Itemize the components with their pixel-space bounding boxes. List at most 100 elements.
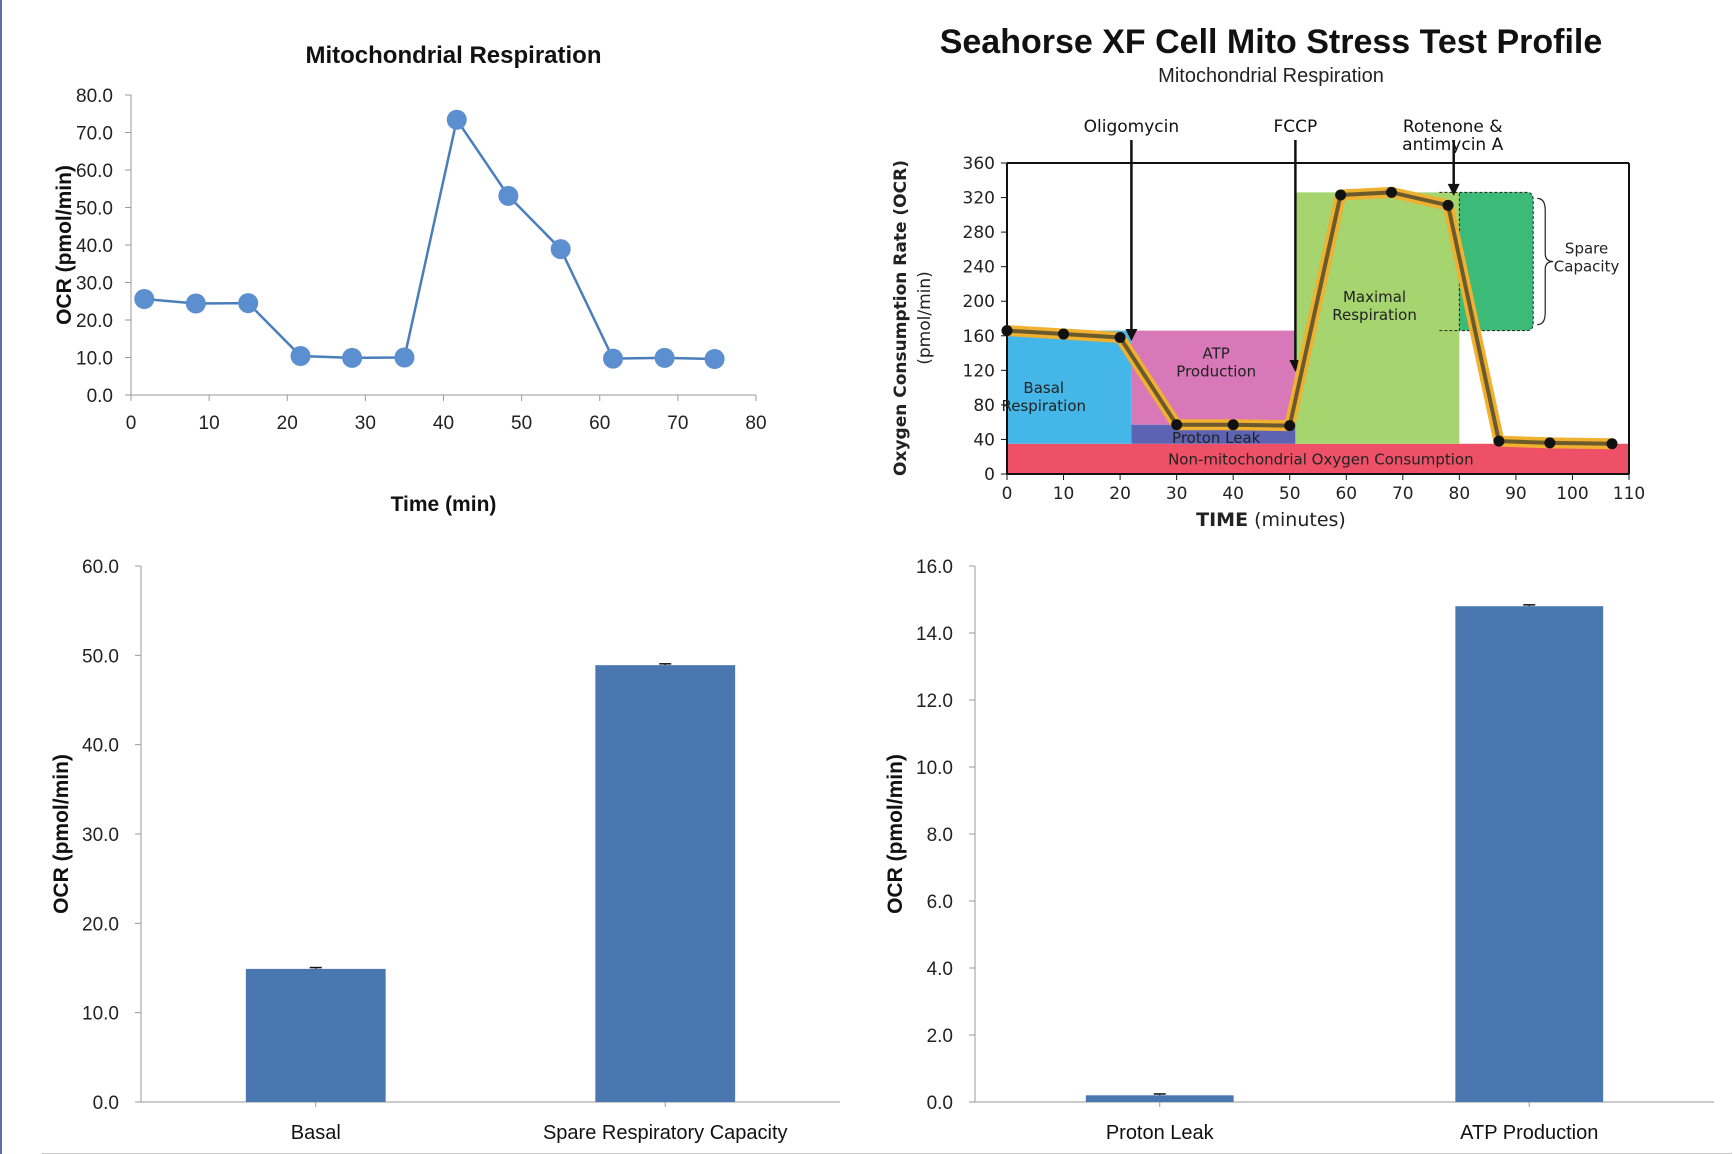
chart1-x-tick-label: 20 — [277, 413, 298, 434]
chart2-label-spare-line2: Capacity — [1554, 257, 1620, 275]
chart3-y-axis-title: OCR (pmol/min) — [50, 754, 73, 914]
chart2-label-basal-line2: Respiration — [1001, 397, 1086, 415]
chart2-subtitle: Mitochondrial Respiration — [1158, 65, 1384, 87]
chart2-x-tick-label: 0 — [1002, 484, 1013, 504]
chart1-data-point — [238, 293, 259, 314]
chart2-x-tick-label: 110 — [1613, 484, 1645, 504]
chart2-label-atp-line1: ATP — [1203, 344, 1230, 362]
chart2-data-point — [1171, 419, 1183, 431]
chart4-bar — [1085, 1095, 1234, 1102]
chart2-label-spare-line1: Spare — [1565, 239, 1608, 257]
chart1-data-point — [498, 185, 519, 206]
chart4-y-tick-label: 14.0 — [916, 624, 953, 645]
chart1-y-tick-label: 40.0 — [76, 236, 113, 257]
chart2-x-tick-label: 30 — [1166, 484, 1188, 504]
chart4-y-tick-label: 16.0 — [916, 557, 953, 578]
chart2-injection-label-fccp: FCCP — [1273, 117, 1317, 137]
chart2-x-tick-label: 40 — [1222, 484, 1244, 504]
chart1-x-tick-label: 70 — [667, 413, 688, 434]
chart2-injection-arrowhead — [1447, 183, 1460, 196]
chart2-x-tick-label: 100 — [1556, 484, 1588, 504]
chart1-y-tick-label: 50.0 — [76, 199, 113, 220]
chart1-data-point — [654, 347, 675, 368]
chart3-y-tick-label: 10.0 — [82, 1004, 119, 1025]
chart2-data-point — [1335, 189, 1347, 201]
chart3-y-tick-label: 30.0 — [82, 825, 119, 846]
chart2-region-non-mitochondrial — [1007, 443, 1629, 474]
chart2-data-point — [1606, 438, 1618, 450]
chart2-x-tick-label: 10 — [1053, 484, 1075, 504]
chart1-data-point — [342, 347, 363, 368]
chart2-title: Seahorse XF Cell Mito Stress Test Profil… — [940, 23, 1603, 61]
chart3-y-tick-label: 20.0 — [82, 914, 119, 935]
chart4-category-label: Proton Leak — [1106, 1122, 1215, 1144]
chart1-data-point — [550, 239, 571, 260]
chart4-y-axis-title: OCR (pmol/min) — [884, 754, 907, 914]
chart2-data-point — [1284, 420, 1296, 432]
chart2-y-tick-label: 40 — [973, 430, 995, 450]
chart2-y-tick-label: 360 — [963, 154, 995, 174]
chart3-category-label: Spare Respiratory Capacity — [543, 1122, 788, 1144]
chart2-y-tick-label: 320 — [963, 189, 995, 209]
chart2-data-point — [1386, 186, 1398, 198]
chart2-label-non-mitochondrial: Non-mitochondrial Oxygen Consumption — [1168, 450, 1474, 468]
chart2-data-point — [1227, 419, 1239, 431]
chart1-y-tick-label: 70.0 — [76, 124, 113, 145]
chart2-injection-label-oligomycin: Oligomycin — [1084, 117, 1179, 137]
chart2-data-point — [1544, 437, 1556, 449]
chart1-data-point — [446, 109, 467, 130]
chart2-x-axis-title-unit: (minutes) — [1248, 509, 1346, 531]
chart2-y-tick-label: 200 — [963, 292, 995, 312]
chart2-x-tick-label: 50 — [1279, 484, 1301, 504]
chart2-data-point — [1493, 435, 1505, 447]
chart2-data-point — [1058, 328, 1070, 340]
chart2-y-tick-label: 240 — [963, 258, 995, 278]
chart2-label-maximal-line2: Respiration — [1332, 306, 1417, 324]
chart1-x-tick-label: 30 — [355, 413, 376, 434]
chart2-injection-label-rotenone-line1: Rotenone & — [1403, 117, 1503, 137]
chart2-x-tick-label: 90 — [1505, 484, 1527, 504]
chart4-y-tick-label: 4.0 — [927, 959, 953, 980]
chart2-trace-line — [1006, 190, 1613, 446]
chart1-y-tick-label: 60.0 — [76, 161, 113, 182]
chart2-data-point — [1442, 199, 1454, 211]
chart2-label-proton-leak: Proton Leak — [1172, 429, 1261, 447]
chart1-x-tick-label: 40 — [433, 413, 454, 434]
chart2-y-tick-label: 160 — [963, 327, 995, 347]
chart2-x-axis-title-main: TIME — [1196, 509, 1248, 531]
chart2-label-atp-line2: Production — [1176, 362, 1256, 380]
chart2-x-tick-label: 80 — [1449, 484, 1471, 504]
chart2-y-tick-label: 0 — [984, 465, 995, 485]
chart2-x-tick-label: 70 — [1392, 484, 1414, 504]
chart1-data-point — [185, 293, 206, 314]
chart4-y-tick-label: 6.0 — [927, 892, 953, 913]
chart4-y-tick-label: 0.0 — [927, 1093, 953, 1114]
chart1-data-point — [134, 289, 155, 309]
chart3-y-tick-label: 60.0 — [82, 557, 119, 578]
chart1-x-tick-label: 80 — [745, 413, 766, 434]
chart2-injection-arrowhead — [1125, 328, 1138, 341]
chart2-region-spare — [1458, 191, 1534, 332]
chart2-label-maximal-line1: Maximal — [1343, 288, 1406, 306]
chart2-region-basal — [1007, 330, 1132, 444]
chart2-y-tick-label: 280 — [963, 223, 995, 243]
chart3-bar — [245, 968, 386, 1102]
chart2-injection-label-rotenone-line2: antimycin A — [1402, 135, 1503, 155]
chart4-bar — [1455, 606, 1604, 1102]
chart1-title: Mitochondrial Respiration — [305, 42, 601, 69]
chart1-x-tick-label: 60 — [589, 413, 610, 434]
chart4-category-label: ATP Production — [1460, 1122, 1598, 1144]
chart4-y-tick-label: 12.0 — [916, 691, 953, 712]
chart1-data-point — [290, 346, 311, 366]
chart3-bar — [595, 665, 736, 1102]
chart1-x-tick-label: 0 — [126, 413, 137, 434]
chart3-y-tick-label: 0.0 — [93, 1093, 119, 1114]
chart1-y-tick-label: 20.0 — [76, 311, 113, 332]
chart2-y-axis-title-unit: (pmol/min) — [915, 271, 935, 365]
chart1-y-axis-title: OCR (pmol/min) — [53, 165, 76, 325]
chart1-x-axis-title: Time (min) — [391, 493, 497, 516]
chart2-x-axis-title: TIME (minutes) — [1196, 509, 1346, 531]
chart2-x-tick-label: 20 — [1109, 484, 1131, 504]
chart1-x-tick-label: 10 — [199, 413, 220, 434]
chart1-data-point — [394, 347, 415, 368]
